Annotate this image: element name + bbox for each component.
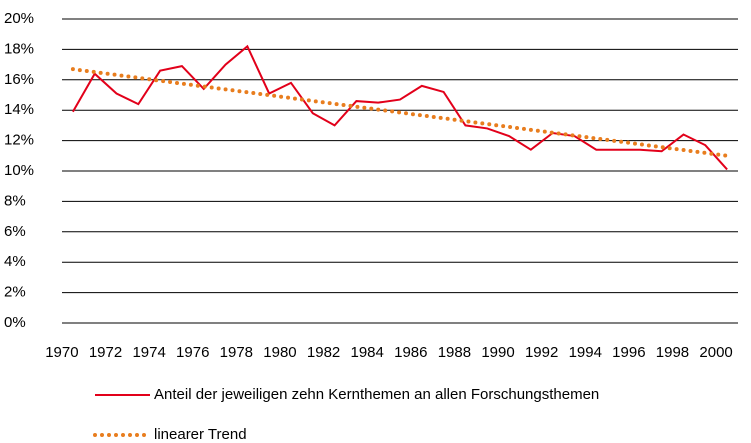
x-tick-label: 1980 — [263, 344, 296, 361]
x-tick-label: 1992 — [525, 344, 558, 361]
x-tick-label: 1998 — [656, 344, 689, 361]
x-tick-label: 1988 — [438, 344, 471, 361]
legend-label: linearer Trend — [154, 426, 247, 443]
x-tick-label: 1974 — [132, 344, 165, 361]
x-tick-label: 1990 — [481, 344, 514, 361]
x-tick-label: 1982 — [307, 344, 340, 361]
y-tick-label: 6% — [4, 223, 26, 240]
x-tick-label: 2000 — [699, 344, 732, 361]
y-tick-label: 8% — [4, 192, 26, 209]
series-line — [72, 44, 728, 171]
series-line — [70, 67, 730, 158]
x-tick-label: 1972 — [89, 344, 122, 361]
x-tick-label: 1986 — [394, 344, 427, 361]
y-tick-label: 0% — [4, 314, 26, 331]
y-tick-label: 14% — [4, 101, 34, 118]
y-tick-label: 4% — [4, 253, 26, 270]
y-tick-label: 20% — [4, 10, 34, 27]
x-tick-label: 1984 — [351, 344, 384, 361]
x-tick-label: 1978 — [220, 344, 253, 361]
y-tick-label: 18% — [4, 40, 34, 57]
y-tick-label: 12% — [4, 132, 34, 149]
x-tick-label: 1970 — [45, 344, 78, 361]
y-tick-label: 16% — [4, 71, 34, 88]
y-tick-label: 2% — [4, 284, 26, 301]
legend-label: Anteil der jeweiligen zehn Kernthemen an… — [154, 386, 599, 403]
x-tick-label: 1994 — [569, 344, 602, 361]
x-tick-label: 1976 — [176, 344, 209, 361]
x-tick-label: 1996 — [612, 344, 645, 361]
y-tick-label: 10% — [4, 162, 34, 179]
